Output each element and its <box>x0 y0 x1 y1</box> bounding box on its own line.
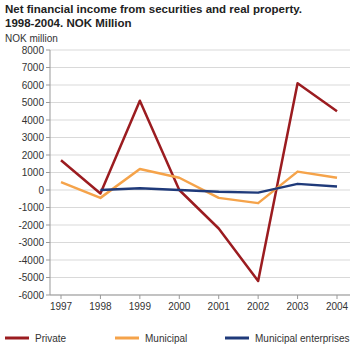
x-tick <box>297 295 298 299</box>
x-tick <box>61 295 62 299</box>
grid-line <box>50 50 350 51</box>
y-tick-label: 3000 <box>22 132 45 143</box>
x-tick <box>337 295 338 299</box>
y-tick-label: 7000 <box>22 62 45 73</box>
x-tick-label: 1997 <box>50 301 73 312</box>
legend-swatch <box>225 337 249 340</box>
y-tick <box>46 102 50 103</box>
x-tick <box>218 295 219 299</box>
y-tick <box>46 67 50 68</box>
y-tick-label: 0 <box>38 185 44 196</box>
y-tick <box>46 260 50 261</box>
y-tick-label: 4000 <box>22 115 45 126</box>
y-tick <box>46 190 50 191</box>
y-label: NOK million <box>5 33 58 44</box>
series-line <box>100 184 337 193</box>
x-tick <box>139 295 140 299</box>
y-tick <box>46 85 50 86</box>
y-tick <box>46 120 50 121</box>
series-line <box>61 169 337 203</box>
subtitle: 1998-2004. NOK Million <box>5 17 132 29</box>
y-tick <box>46 207 50 208</box>
y-tick-label: -4000 <box>18 255 44 266</box>
grid-line <box>50 225 350 226</box>
grid-line <box>50 120 350 121</box>
y-tick <box>46 155 50 156</box>
x-tick-label: 2001 <box>208 301 231 312</box>
legend-label: Municipal <box>145 333 187 344</box>
y-tick-label: 1000 <box>22 167 45 178</box>
y-tick-label: 2000 <box>22 150 45 161</box>
series-group <box>61 83 337 281</box>
grid-line <box>50 242 350 243</box>
legend-swatch <box>5 337 29 340</box>
y-axis <box>50 50 51 295</box>
y-tick <box>46 50 50 51</box>
y-tick-label: -3000 <box>18 237 44 248</box>
x-axis <box>50 295 350 296</box>
y-tick-label: -1000 <box>18 202 44 213</box>
grid-line <box>50 137 350 138</box>
legend-swatch <box>115 337 139 340</box>
y-tick <box>46 295 50 296</box>
legend-label: Municipal enterprises <box>255 333 350 344</box>
grid-line <box>50 277 350 278</box>
x-tick-label: 2003 <box>286 301 309 312</box>
y-tick-label: -5000 <box>18 272 44 283</box>
chart: Net financial income from securities and… <box>0 0 364 361</box>
y-tick-label: 6000 <box>22 80 45 91</box>
grid-line <box>50 67 350 68</box>
x-tick-label: 1999 <box>129 301 152 312</box>
title: Net financial income from securities and… <box>5 3 302 15</box>
y-tick-label: -6000 <box>18 290 44 301</box>
x-tick-label: 2000 <box>168 301 191 312</box>
grid-line <box>50 102 350 103</box>
y-tick-label: -2000 <box>18 220 44 231</box>
grid-line <box>50 207 350 208</box>
y-tick-label: 5000 <box>22 97 45 108</box>
x-tick <box>179 295 180 299</box>
legend-label: Private <box>35 333 67 344</box>
x-tick <box>100 295 101 299</box>
y-tick <box>46 172 50 173</box>
y-tick <box>46 225 50 226</box>
grid-line <box>50 85 350 86</box>
y-tick <box>46 137 50 138</box>
grid-line <box>50 260 350 261</box>
y-tick <box>46 242 50 243</box>
grid-line <box>50 155 350 156</box>
x-tick-label: 1998 <box>89 301 112 312</box>
x-tick <box>258 295 259 299</box>
y-tick <box>46 277 50 278</box>
grid-line <box>50 295 350 296</box>
x-tick-label: 2002 <box>247 301 270 312</box>
series-line <box>61 83 337 281</box>
y-tick-label: 8000 <box>22 45 45 56</box>
x-tick-label: 2004 <box>326 301 349 312</box>
